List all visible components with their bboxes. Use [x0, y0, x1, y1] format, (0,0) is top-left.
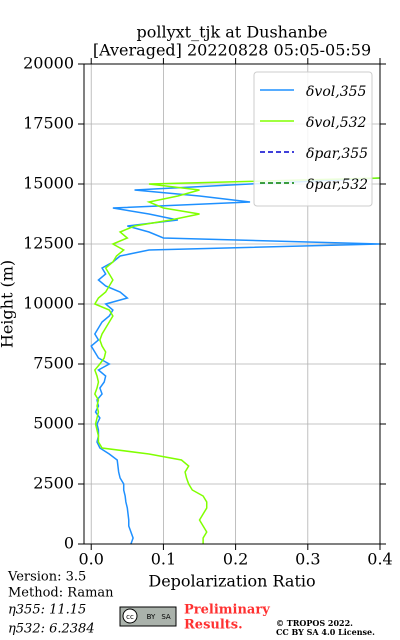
- preliminary: Results.: [184, 618, 243, 633]
- chart-subtitle: [Averaged] 20220828 05:05-05:59: [93, 41, 371, 60]
- plot-frame: [83, 63, 381, 545]
- legend-box: [253, 71, 373, 207]
- cc-logo: cc BY SA: [119, 606, 177, 627]
- y-axis-label: Height (m): [0, 260, 17, 348]
- y-tick-label: 0: [64, 534, 74, 553]
- legend-label: δpar,355: [306, 146, 368, 162]
- logo-by: BY: [147, 613, 156, 621]
- y-tick-label: 5000: [33, 414, 74, 433]
- series-line: [93, 177, 380, 544]
- x-tick-label: 0.0: [78, 550, 103, 569]
- chart-title: pollyxt_tjk at Dushanbe: [136, 23, 327, 42]
- y-tick-label: 10000: [23, 294, 74, 313]
- x-tick-label: 0.1: [151, 550, 176, 569]
- logo-cc: cc: [126, 613, 134, 621]
- copyright: CC BY SA 4.0 License.: [276, 627, 375, 637]
- x-tick-label: 0.2: [223, 550, 248, 569]
- version: Version: 3.5: [7, 570, 86, 585]
- x-tick-label: 0.4: [367, 550, 392, 569]
- logo-circle: [122, 608, 138, 624]
- legend-label: δvol,355: [306, 84, 367, 100]
- series-line: [90, 177, 380, 544]
- legend-label: δvol,532: [306, 115, 367, 131]
- logo-sa: SA: [161, 613, 171, 621]
- y-tick-label: 20000: [23, 54, 74, 73]
- y-tick-label: 7500: [33, 354, 74, 373]
- copyright: © TROPOS 2022.: [276, 618, 353, 628]
- y-tick-label: 2500: [33, 474, 74, 493]
- preliminary: Preliminary: [184, 603, 270, 618]
- eta-355: η355: 11.15: [8, 603, 86, 618]
- y-tick-label: 12500: [23, 234, 74, 253]
- y-tick-label: 15000: [23, 174, 74, 193]
- eta-532: η532: 6.2384: [8, 622, 95, 637]
- legend-label: δpar,532: [306, 177, 368, 193]
- x-axis-label: Depolarization Ratio: [148, 572, 315, 591]
- x-tick-label: 0.3: [295, 550, 320, 569]
- method: Method: Raman: [8, 586, 114, 601]
- y-tick-label: 17500: [23, 114, 74, 133]
